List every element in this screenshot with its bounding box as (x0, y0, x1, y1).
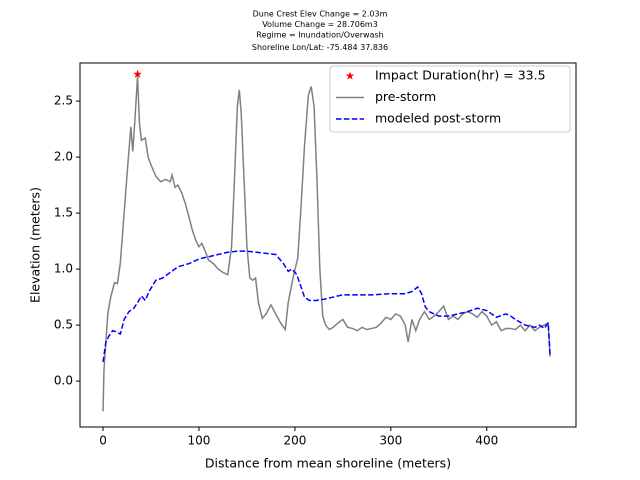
series-line (102, 76, 551, 412)
y-tick-label: 2.5 (54, 94, 73, 108)
y-tick-label: 1.0 (54, 262, 73, 276)
legend-label: Impact Duration(hr) = 33.5 (375, 68, 546, 83)
y-tick-label: 0.5 (54, 318, 73, 332)
x-tick-label: 200 (283, 434, 306, 448)
y-axis-label: Elevation (meters) (28, 187, 43, 303)
chart-title-line: Regime = Inundation/Overwash (256, 31, 383, 40)
legend: Impact Duration(hr) = 33.5 pre-storm model… (329, 65, 571, 133)
series-line (102, 250, 551, 363)
x-tick-label: 400 (475, 434, 498, 448)
legend-box (329, 65, 571, 133)
axes-frame (79, 62, 577, 428)
x-axis-label: Distance from mean shoreline (meters) (205, 456, 451, 471)
legend-label: modeled post-storm (375, 111, 501, 126)
y-tick-label: 2.0 (54, 150, 73, 164)
x-tick-label: 100 (188, 434, 211, 448)
x-tick-label: 300 (379, 434, 402, 448)
chart-title-line: Dune Crest Elev Change = 2.03m (253, 10, 388, 19)
x-tick-label: 0 (99, 434, 107, 448)
y-tick-label: 0.0 (54, 374, 73, 388)
y-tick-label: 1.5 (54, 206, 73, 220)
chart-title-line: Shoreline Lon/Lat: -75.484 37.836 (252, 43, 388, 52)
legend-label: pre-storm (375, 89, 436, 104)
legend-swatch (345, 71, 355, 80)
star-marker (133, 69, 142, 78)
chart-title-line: Volume Change = 28.706m3 (262, 20, 378, 29)
